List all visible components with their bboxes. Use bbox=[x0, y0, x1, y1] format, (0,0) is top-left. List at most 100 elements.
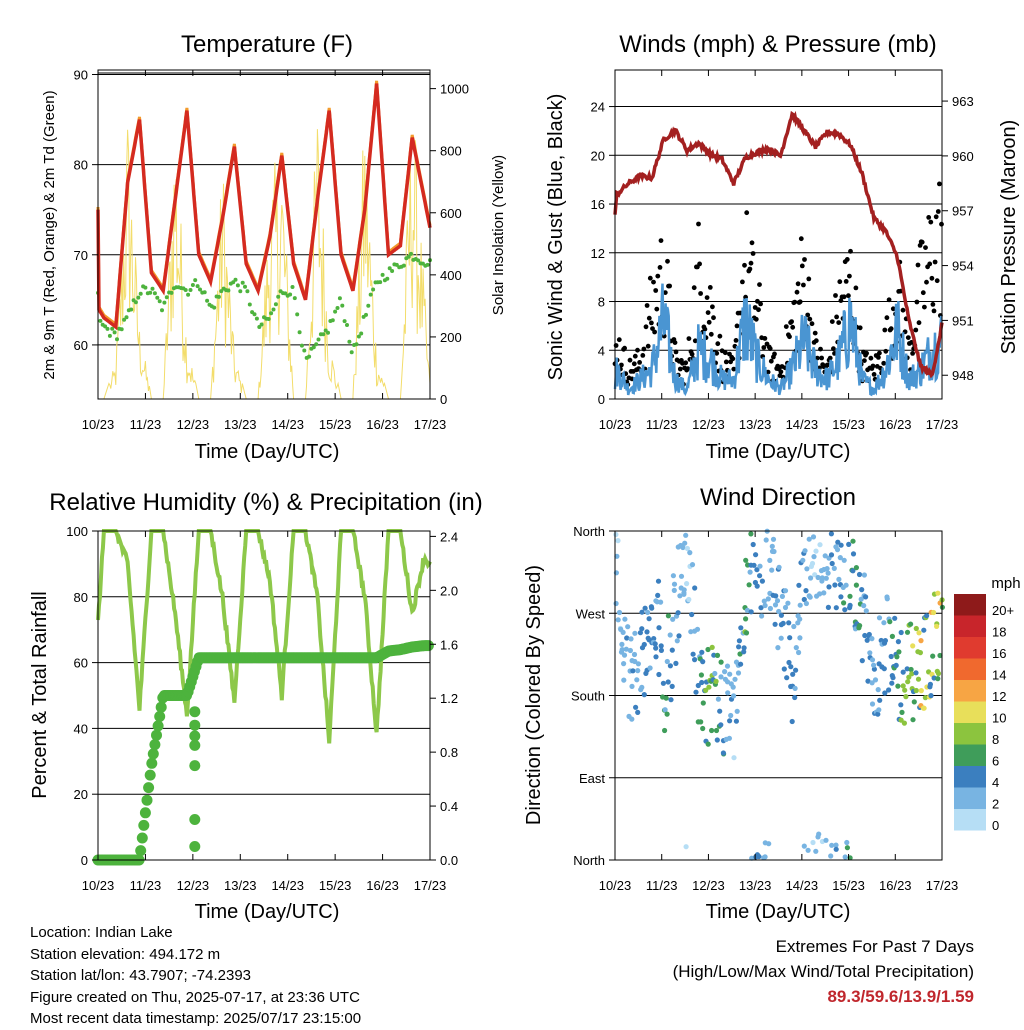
direction-point bbox=[669, 647, 675, 653]
direction-point bbox=[772, 621, 778, 627]
direction-point bbox=[756, 853, 762, 860]
direction-point bbox=[842, 854, 848, 860]
colorbar-swatch bbox=[954, 637, 986, 659]
direction-point bbox=[724, 679, 731, 685]
x-tick-label: 12/23 bbox=[177, 878, 210, 893]
direction-point bbox=[782, 604, 789, 611]
direction-point bbox=[875, 711, 881, 717]
direction-point bbox=[803, 600, 810, 607]
direction-point bbox=[931, 609, 937, 616]
direction-scatter-series bbox=[613, 528, 946, 861]
direction-point bbox=[930, 653, 936, 659]
direction-point bbox=[706, 684, 712, 690]
gust-point bbox=[922, 304, 927, 310]
station-location: Location: Indian Lake bbox=[30, 924, 173, 941]
gust-point bbox=[883, 348, 889, 354]
dewpoint-point bbox=[425, 262, 430, 267]
direction-point bbox=[776, 564, 782, 570]
direction-point bbox=[700, 659, 706, 665]
direction-point bbox=[863, 594, 869, 600]
direction-point bbox=[786, 659, 792, 666]
gust-point bbox=[657, 265, 663, 270]
dewpoint-point bbox=[162, 300, 167, 305]
dewpoint-point bbox=[240, 280, 245, 285]
direction-point bbox=[801, 843, 807, 849]
recent-data-timestamp: Most recent data timestamp: 2025/07/17 2… bbox=[30, 1010, 362, 1027]
direction-point bbox=[899, 709, 905, 716]
direction-point bbox=[681, 587, 687, 593]
x-tick-label: 10/23 bbox=[82, 417, 115, 432]
direction-point bbox=[695, 682, 701, 689]
direction-point bbox=[689, 611, 695, 618]
direction-point bbox=[635, 709, 641, 716]
temperature-title: Temperature (F) bbox=[181, 31, 353, 58]
solar-right-tick-label: 0 bbox=[440, 392, 447, 407]
winds-panel: Winds (mph) & Pressure (mb) 0 4 8 12 16 20 24 9… bbox=[545, 31, 1020, 463]
direction-point bbox=[613, 600, 619, 607]
direction-point bbox=[693, 689, 699, 695]
direction-point bbox=[895, 639, 902, 645]
direction-point bbox=[915, 676, 922, 682]
dewpoint-point bbox=[254, 316, 259, 321]
dewpoint-point bbox=[295, 312, 300, 317]
direction-point bbox=[639, 609, 645, 615]
dewpoint-point bbox=[119, 327, 124, 332]
direction-point bbox=[635, 668, 641, 674]
gust-point bbox=[747, 266, 753, 272]
dewpoint-point bbox=[148, 290, 153, 295]
direction-ylabel-left: Direction (Colored By Speed) bbox=[523, 565, 545, 825]
gust-point bbox=[792, 299, 798, 305]
direction-point bbox=[613, 531, 619, 538]
gust-point bbox=[722, 350, 728, 356]
direction-point bbox=[690, 651, 696, 657]
gust-point bbox=[616, 337, 622, 343]
dewpoint-point bbox=[183, 288, 188, 292]
dewpoint-point bbox=[138, 291, 143, 296]
direction-point bbox=[656, 625, 662, 631]
direction-point bbox=[683, 844, 689, 850]
direction-point bbox=[621, 652, 628, 658]
direction-point bbox=[825, 604, 832, 611]
direction-point bbox=[935, 590, 941, 596]
pressure-right-tick-label: 960 bbox=[952, 149, 974, 164]
direction-point bbox=[791, 623, 797, 630]
x-tick-label: 15/23 bbox=[832, 878, 865, 893]
direction-point bbox=[711, 652, 717, 658]
direction-point bbox=[833, 605, 839, 611]
gust-point bbox=[757, 282, 762, 287]
gust-point bbox=[882, 327, 888, 333]
direction-point bbox=[803, 588, 809, 594]
direction-point bbox=[705, 741, 711, 747]
gust-point bbox=[813, 338, 819, 344]
gust-point bbox=[937, 181, 942, 187]
x-tick-label: 16/23 bbox=[366, 417, 399, 432]
dewpoint-point bbox=[205, 298, 210, 303]
temperature-series bbox=[96, 80, 432, 331]
precip-point bbox=[189, 841, 201, 852]
direction-point bbox=[616, 609, 623, 616]
direction-point bbox=[738, 625, 744, 631]
direction-point bbox=[670, 573, 677, 579]
gust-point bbox=[655, 273, 661, 279]
direction-point bbox=[829, 842, 835, 848]
direction-point bbox=[624, 635, 630, 641]
direction-point bbox=[847, 593, 853, 599]
gust-point bbox=[829, 319, 835, 324]
dewpoint-point bbox=[202, 290, 207, 295]
direction-point bbox=[792, 685, 798, 692]
gust-point bbox=[658, 238, 664, 244]
gust-point bbox=[833, 293, 838, 298]
gust-point bbox=[635, 347, 640, 353]
gust-point bbox=[798, 236, 804, 242]
x-tick-label: 15/23 bbox=[319, 417, 352, 432]
precipitation-series bbox=[92, 640, 434, 866]
direction-point bbox=[778, 635, 784, 641]
gust-point bbox=[619, 362, 624, 368]
dewpoint-point bbox=[193, 278, 198, 283]
precip-point bbox=[189, 730, 201, 742]
winds-left-tick-label: 8 bbox=[598, 295, 605, 310]
temperature-xlabel: Time (Day/UTC) bbox=[195, 441, 340, 463]
dewpoint-point bbox=[216, 294, 221, 299]
direction-point bbox=[846, 541, 852, 548]
direction-point bbox=[822, 553, 828, 559]
